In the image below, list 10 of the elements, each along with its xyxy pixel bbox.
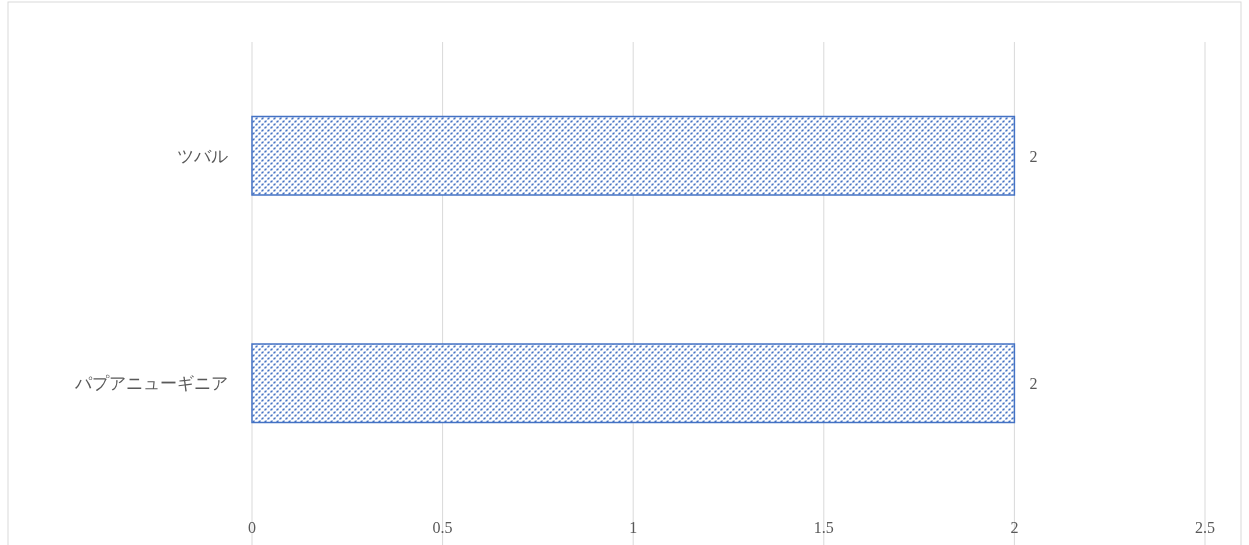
x-tick-label: 0.5 — [432, 519, 453, 536]
x-tick-label: 1.5 — [813, 519, 834, 536]
x-tick-label: 0 — [248, 519, 256, 536]
y-tick-label: ツバル — [177, 146, 228, 166]
x-tick-label: 2.5 — [1195, 519, 1215, 536]
y-tick-label: パプアニューギニア — [74, 374, 228, 394]
x-tick-label: 1 — [629, 519, 638, 536]
x-tick-label: 2 — [1010, 519, 1019, 536]
data-label: 2 — [1029, 375, 1038, 393]
data-label: 2 — [1029, 147, 1038, 165]
